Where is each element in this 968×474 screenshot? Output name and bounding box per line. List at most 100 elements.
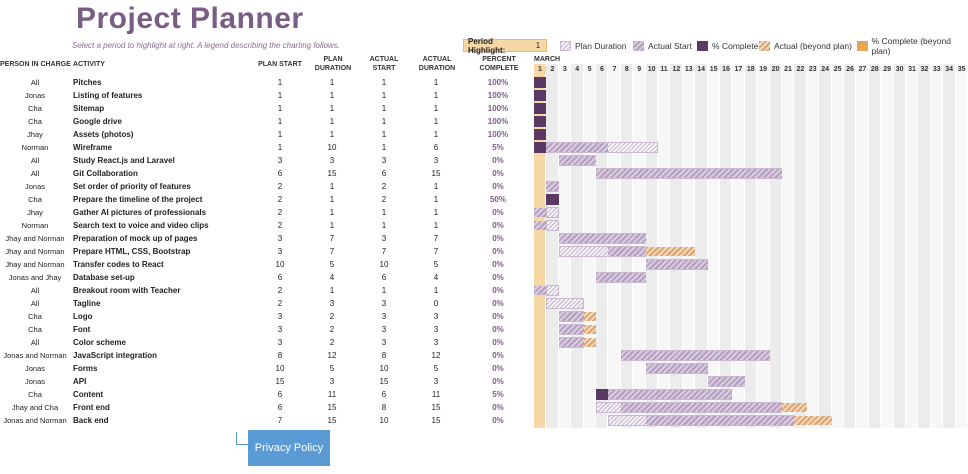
- activity-cell: Assets (photos): [73, 130, 134, 139]
- day-column-10: [645, 64, 657, 428]
- actual-duration-cell: 15: [431, 403, 441, 412]
- legend-actual-beyond: Actual (beyond plan): [759, 40, 852, 52]
- activity-cell: Back end: [73, 416, 109, 425]
- actual-duration-cell: 7: [433, 234, 439, 243]
- day-number: 4: [575, 66, 580, 73]
- actual-duration-cell: 6: [433, 143, 439, 152]
- privacy-policy-button[interactable]: Privacy Policy: [248, 430, 330, 466]
- day-number: 24: [821, 66, 830, 73]
- plan-start-cell: 2: [277, 182, 283, 191]
- plan-duration-cell: 2: [329, 338, 335, 347]
- activity-cell: Sitemap: [73, 104, 105, 113]
- day-column-13: [682, 64, 695, 428]
- actual-beyond-bar: [645, 247, 696, 256]
- day-number: 27: [858, 66, 867, 73]
- plan-duration-cell: 1: [329, 117, 335, 126]
- plan-duration-cell: 2: [329, 312, 335, 321]
- percent-complete-cell: 0%: [492, 260, 504, 269]
- person-cell: Jonas and Norman: [3, 416, 67, 425]
- percent-complete-cell: 0%: [492, 273, 504, 282]
- period-highlight[interactable]: Period Highlight: 1: [463, 36, 547, 55]
- plan-start-cell: 2: [277, 208, 283, 217]
- day-column-29: [881, 64, 893, 428]
- activity-cell: Database set-up: [73, 273, 135, 282]
- actual-duration-cell: 4: [433, 273, 439, 282]
- actual-duration-cell: 15: [431, 416, 441, 425]
- day-column-35: [955, 64, 967, 428]
- plan-duration-cell: 3: [329, 377, 335, 386]
- plan-duration-cell: 2: [329, 325, 335, 334]
- day-number: 28: [870, 66, 879, 73]
- plan-duration-cell: 3: [329, 156, 335, 165]
- day-column-31: [906, 64, 918, 428]
- activity-cell: Listing of features: [73, 91, 143, 100]
- legend-percent-beyond: % Complete (beyond plan): [857, 36, 968, 56]
- plan-duration-bar: [546, 285, 559, 296]
- activity-cell: Front end: [73, 403, 110, 412]
- table-row: Jonas Forms 10 5 10 5 0%: [0, 362, 530, 375]
- table-row: All Color scheme 3 2 3 3 0%: [0, 336, 530, 349]
- plan-start-cell: 1: [277, 104, 283, 113]
- actual-start-bar: [534, 221, 547, 230]
- percent-complete-cell: 0%: [492, 416, 504, 425]
- activity-cell: Git Collaboration: [73, 169, 138, 178]
- period-highlight-label: Period Highlight:: [468, 36, 506, 55]
- day-number: 14: [697, 66, 706, 73]
- day-number: 20: [771, 66, 780, 73]
- period-highlight-value[interactable]: 1: [535, 41, 541, 50]
- actual-duration-cell: 15: [431, 169, 441, 178]
- header-percent-complete: PERCENT COMPLETE: [479, 56, 519, 72]
- activity-cell: Set order of priority of features: [73, 182, 191, 191]
- actual-start-cell: 7: [381, 247, 387, 256]
- person-cell: Jonas and Jhay: [8, 273, 62, 282]
- actual-duration-cell: 3: [433, 312, 439, 321]
- day-column-23: [806, 64, 819, 428]
- percent-complete-cell: 0%: [492, 221, 504, 230]
- day-number: 10: [647, 66, 656, 73]
- person-cell: Cha: [28, 117, 42, 126]
- actual-duration-cell: 3: [433, 377, 439, 386]
- percent-complete-cell: 100%: [487, 91, 509, 100]
- plan-duration-cell: 12: [327, 351, 337, 360]
- percent-complete-cell: 100%: [487, 117, 509, 126]
- day-number: 19: [759, 66, 768, 73]
- day-number: 6: [600, 66, 604, 73]
- activity-cell: Prepare the timeline of the project: [73, 195, 203, 204]
- day-column-20: [769, 64, 781, 428]
- actual-start-cell: 3: [381, 338, 387, 347]
- plan-duration-cell: 1: [329, 221, 335, 230]
- activity-cell: Search text to voice and video clips: [73, 221, 209, 230]
- day-column-22: [794, 64, 806, 428]
- person-cell: All: [30, 286, 40, 295]
- person-cell: Cha: [28, 312, 42, 321]
- plan-duration-bar: [546, 220, 559, 231]
- actual-start-cell: 6: [381, 169, 387, 178]
- day-column-32: [918, 64, 930, 428]
- day-column-25: [831, 64, 843, 428]
- percent-complete-cell: 0%: [492, 351, 504, 360]
- percent-complete-cell: 0%: [492, 403, 504, 412]
- header-activity: ACTIVITY: [73, 61, 105, 68]
- plan-duration-cell: 7: [329, 247, 335, 256]
- day-number: 18: [746, 66, 755, 73]
- plan-start-cell: 3: [277, 234, 283, 243]
- actual-start-bar: [534, 286, 547, 295]
- legend-plan-duration: Plan Duration: [560, 40, 627, 52]
- actual-start-cell: 1: [381, 104, 387, 113]
- table-row: Cha Google drive 1 1 1 1 100%: [0, 115, 530, 128]
- legend-percent-complete: % Complete: [697, 40, 758, 52]
- activity-cell: Wireframe: [73, 143, 113, 152]
- day-number: 11: [660, 66, 668, 73]
- day-column-34: [943, 64, 955, 428]
- day-number: 9: [637, 66, 642, 73]
- day-column-27: [856, 64, 868, 428]
- activity-cell: Google drive: [73, 117, 122, 126]
- plan-start-cell: 7: [277, 416, 283, 425]
- actual-start-bar: [546, 182, 559, 191]
- table-row: Cha Logo 3 2 3 3 0%: [0, 310, 530, 323]
- day-number: 3: [562, 66, 567, 73]
- percent-complete-cell: 0%: [492, 182, 504, 191]
- day-number: 13: [684, 66, 693, 73]
- actual-start-cell: 1: [381, 130, 387, 139]
- table-row: Jhay Gather AI pictures of professionals 2…: [0, 206, 530, 219]
